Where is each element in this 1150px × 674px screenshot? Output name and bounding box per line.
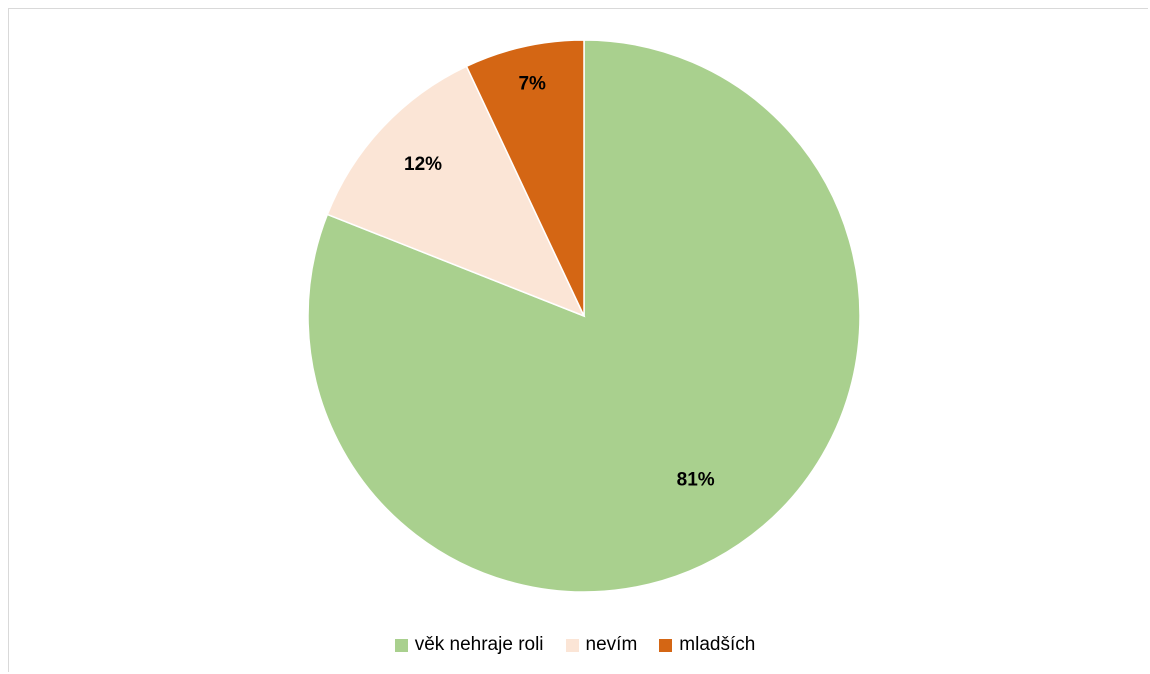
- pie-slice-2: [326, 65, 586, 318]
- legend-item: věk nehraje roli: [394, 634, 544, 656]
- legend-label: mladších: [679, 634, 756, 655]
- legend-label: věk nehraje roli: [414, 634, 544, 655]
- pie-labels: 81% 12% 7%: [404, 73, 715, 490]
- legend: věk nehraje roli nevím mladších: [0, 634, 1150, 656]
- pie-slice-3: [465, 39, 585, 317]
- slice-data-label: 7%: [518, 73, 546, 94]
- legend-item: nevím: [565, 634, 638, 656]
- legend-swatch: [394, 638, 408, 652]
- legend-item: mladších: [659, 634, 755, 656]
- pie-slices: [307, 39, 861, 593]
- legend-swatch: [659, 638, 673, 652]
- legend-label: nevím: [585, 634, 638, 655]
- legend-swatch: [565, 638, 579, 652]
- slice-data-label: 81%: [677, 469, 715, 490]
- slice-data-label: 12%: [404, 154, 442, 175]
